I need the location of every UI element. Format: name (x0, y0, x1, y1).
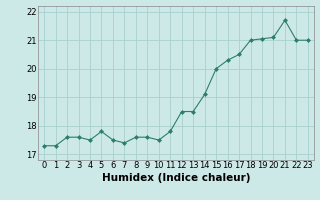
X-axis label: Humidex (Indice chaleur): Humidex (Indice chaleur) (102, 173, 250, 183)
